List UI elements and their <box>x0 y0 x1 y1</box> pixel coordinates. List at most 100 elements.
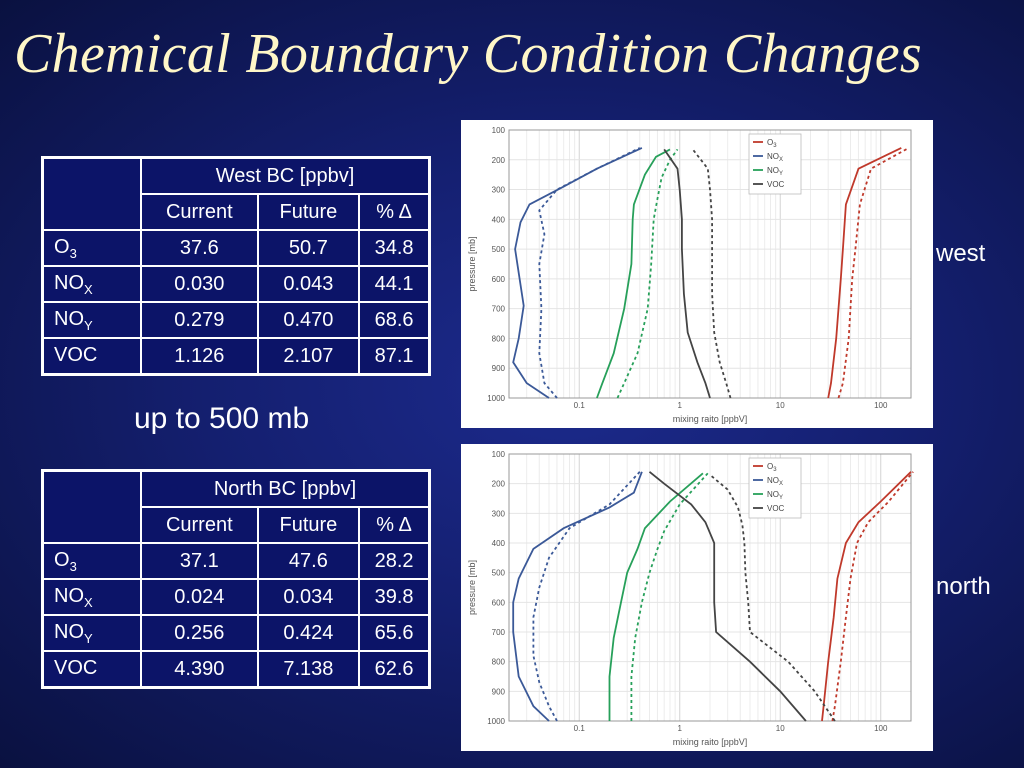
series-line <box>827 147 902 399</box>
legend-label: O3 <box>767 138 777 149</box>
pct-change-value: 68.6 <box>358 301 431 339</box>
west-bc-table: West BC [ppbv] Current Future % Δ O3 37.… <box>41 156 431 376</box>
y-tick-label: 100 <box>492 126 506 135</box>
current-value: 37.6 <box>140 229 259 267</box>
current-value: 1.126 <box>140 337 259 376</box>
column-header-pct-change: % Δ <box>358 193 431 231</box>
future-value: 7.138 <box>256 650 361 689</box>
pct-change-value: 34.8 <box>358 229 431 267</box>
future-value: 0.424 <box>256 614 361 652</box>
column-header-current: Current <box>140 193 259 231</box>
y-tick-label: 700 <box>492 305 506 314</box>
y-tick-label: 500 <box>492 569 506 578</box>
future-value: 50.7 <box>256 229 361 267</box>
series-line <box>692 148 732 399</box>
column-header-pct-change: % Δ <box>358 506 431 544</box>
series-line <box>608 472 704 721</box>
series-line <box>648 471 807 722</box>
current-value: 0.256 <box>140 614 259 652</box>
y-tick-label: 800 <box>492 658 506 667</box>
y-tick-label: 400 <box>492 215 506 224</box>
column-header-current: Current <box>140 506 259 544</box>
column-header-future: Future <box>256 193 361 231</box>
table-row: VOC 4.390 7.138 62.6 <box>41 650 431 689</box>
series-line <box>538 147 641 399</box>
y-tick-label: 700 <box>492 628 506 637</box>
slide-title: Chemical Boundary Condition Changes <box>14 23 923 85</box>
species-label: NOX <box>41 578 142 616</box>
series-line <box>596 148 671 399</box>
future-value: 2.107 <box>256 337 361 376</box>
y-tick-label: 200 <box>492 480 506 489</box>
caption-up-to-500mb: up to 500 mb <box>134 402 310 435</box>
table-row: NOX 0.024 0.034 39.8 <box>41 578 431 616</box>
y-tick-label: 600 <box>492 275 506 284</box>
y-tick-label: 1000 <box>487 394 505 403</box>
pct-change-value: 39.8 <box>358 578 431 616</box>
pct-change-value: 28.2 <box>358 542 431 580</box>
future-value: 0.043 <box>256 265 361 303</box>
x-tick-label: 0.1 <box>574 401 586 410</box>
y-tick-label: 200 <box>492 156 506 165</box>
legend-label: VOC <box>767 504 785 513</box>
y-axis-label: pressure [mb] <box>467 560 477 615</box>
future-value: 47.6 <box>256 542 361 580</box>
current-value: 0.279 <box>140 301 259 339</box>
north-profile-chart: 100 200 300 400 500 600 700 800 900 1000 0.1 1 10 100… <box>461 444 933 751</box>
y-tick-label: 900 <box>492 687 506 696</box>
north-bc-table: North BC [ppbv] Current Future % Δ O3 37… <box>41 469 431 689</box>
legend-label: NOX <box>767 476 783 487</box>
table-header: West BC [ppbv] <box>140 156 431 195</box>
y-tick-label: 600 <box>492 598 506 607</box>
future-value: 0.034 <box>256 578 361 616</box>
table-corner <box>41 156 142 231</box>
x-tick-label: 0.1 <box>574 724 586 733</box>
plot-frame <box>508 453 912 722</box>
series-line <box>709 474 836 722</box>
y-tick-label: 900 <box>492 364 506 373</box>
legend-label: NOX <box>767 152 783 163</box>
y-tick-label: 800 <box>492 334 506 343</box>
table-row: NOY 0.279 0.470 68.6 <box>41 301 431 339</box>
series-line <box>532 471 641 722</box>
series-line <box>616 148 679 399</box>
species-label: NOY <box>41 301 142 339</box>
x-tick-label: 10 <box>776 401 785 410</box>
west-label: west <box>936 240 986 267</box>
table-row: NOX 0.030 0.043 44.1 <box>41 265 431 303</box>
y-tick-label: 400 <box>492 539 506 548</box>
x-tick-label: 1 <box>678 401 683 410</box>
west-profile-svg: 100 200 300 400 500 600 700 800 900 1000 0.1 1 10 100… <box>467 126 912 424</box>
table-header: North BC [ppbv] <box>140 469 431 508</box>
current-value: 0.030 <box>140 265 259 303</box>
future-value: 0.470 <box>256 301 361 339</box>
series-line <box>630 472 709 721</box>
series-line <box>512 471 643 722</box>
legend-label: NOY <box>767 490 783 501</box>
x-axis-label: mixing raito [ppbV] <box>673 414 748 424</box>
y-axis-label: pressure [mb] <box>467 236 477 291</box>
pct-change-value: 65.6 <box>358 614 431 652</box>
y-tick-label: 500 <box>492 245 506 254</box>
current-value: 4.390 <box>140 650 259 689</box>
north-profile-svg: 100 200 300 400 500 600 700 800 900 1000 0.1 1 10 100… <box>467 450 914 747</box>
series-line <box>663 148 711 399</box>
x-tick-label: 100 <box>874 724 888 733</box>
table-row: NOY 0.256 0.424 65.6 <box>41 614 431 652</box>
species-label: NOY <box>41 614 142 652</box>
y-tick-label: 300 <box>492 186 506 195</box>
legend-label: NOY <box>767 166 783 177</box>
current-value: 37.1 <box>140 542 259 580</box>
x-tick-label: 100 <box>874 401 888 410</box>
table-row: O3 37.1 47.6 28.2 <box>41 542 431 580</box>
west-profile-chart: 100 200 300 400 500 600 700 800 900 1000 0.1 1 10 100… <box>461 120 933 428</box>
pct-change-value: 87.1 <box>358 337 431 376</box>
species-label: NOX <box>41 265 142 303</box>
column-header-future: Future <box>256 506 361 544</box>
series-line <box>831 471 914 722</box>
series-line <box>837 147 910 399</box>
species-label: O3 <box>41 229 142 267</box>
species-label: O3 <box>41 542 142 580</box>
x-tick-label: 10 <box>776 724 785 733</box>
current-value: 0.024 <box>140 578 259 616</box>
